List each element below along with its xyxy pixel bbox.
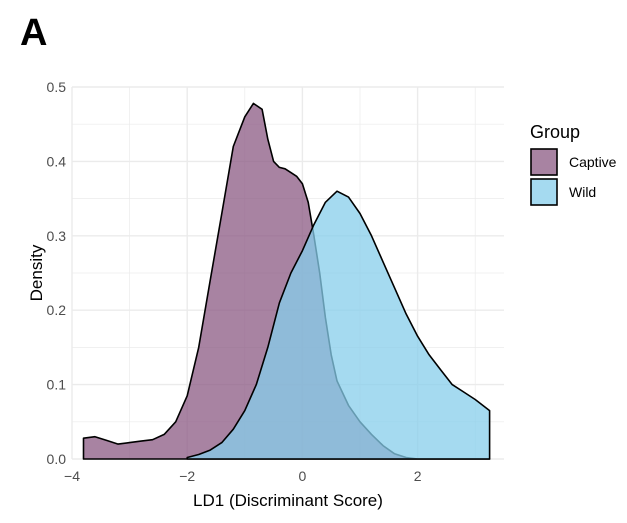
legend-label-wild: Wild bbox=[569, 184, 596, 200]
x-tick-label: 2 bbox=[414, 468, 422, 484]
axis-ticks: −4 −2 0 2 0.0 0.1 0.2 0.3 0.4 0.5 bbox=[47, 79, 422, 484]
legend-title: Group bbox=[530, 122, 580, 142]
y-axis-title: Density bbox=[27, 244, 46, 301]
y-tick-label: 0.2 bbox=[47, 302, 67, 318]
x-tick-label: −4 bbox=[64, 468, 80, 484]
x-tick-label: −2 bbox=[179, 468, 195, 484]
density-areas bbox=[82, 102, 491, 460]
legend-label-captive: Captive bbox=[569, 154, 617, 170]
legend-swatch-wild bbox=[530, 178, 558, 206]
panel-label: A bbox=[20, 12, 48, 54]
density-area-wild bbox=[186, 190, 491, 460]
y-tick-label: 0.3 bbox=[47, 228, 67, 244]
y-tick-label: 0.5 bbox=[47, 79, 67, 95]
x-axis-title: LD1 (Discriminant Score) bbox=[193, 491, 383, 510]
x-tick-label: 0 bbox=[299, 468, 307, 484]
y-tick-label: 0.4 bbox=[47, 153, 67, 169]
legend: Group Captive Wild bbox=[530, 122, 617, 206]
legend-swatch-captive bbox=[530, 148, 558, 176]
y-tick-label: 0.1 bbox=[47, 377, 67, 393]
y-tick-label: 0.0 bbox=[47, 451, 67, 467]
